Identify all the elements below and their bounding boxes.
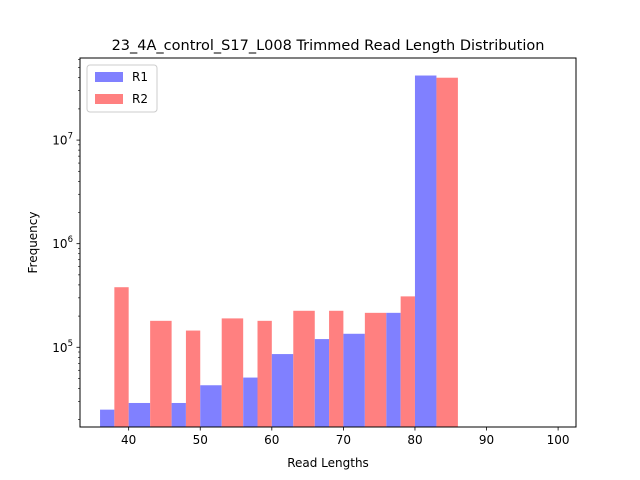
y-tick-label: 105 — [52, 339, 73, 355]
bar-r2-9 — [400, 296, 415, 427]
bar-r1-9 — [386, 312, 401, 427]
bar-r1-3 — [171, 402, 186, 427]
bar-r2-7 — [329, 310, 344, 427]
plot-frame — [79, 57, 577, 428]
x-axis: 40 50 60 70 80 90 100 — [121, 427, 570, 447]
legend-swatch-r2 — [95, 94, 123, 104]
bar-r1-8 — [343, 333, 365, 427]
bar-r1-1 — [100, 409, 115, 427]
x-tick-label: 70 — [336, 433, 351, 447]
x-tick-label: 60 — [264, 433, 279, 447]
x-tick-label: 80 — [407, 433, 422, 447]
bar-r1-7 — [314, 339, 330, 427]
x-tick-label: 90 — [479, 433, 494, 447]
y-tick-label: 107 — [52, 132, 73, 148]
y-tick-label: 106 — [52, 235, 73, 251]
bar-r1-6 — [271, 354, 294, 427]
y-axis: 105 106 107 — [52, 59, 80, 420]
bar-r2-1 — [114, 287, 129, 427]
bar-r2-2 — [150, 320, 172, 427]
x-tick-label: 40 — [121, 433, 136, 447]
bar-r2-4 — [221, 318, 244, 427]
bar-r1-4 — [200, 385, 222, 427]
legend-swatch-r1 — [95, 72, 123, 82]
bar-r1-10 — [414, 75, 437, 427]
bar-r2-3 — [185, 330, 201, 427]
x-axis-label: Read Lengths — [287, 456, 369, 470]
legend: R1 R2 — [86, 64, 158, 113]
y-axis-label: Frequency — [26, 212, 40, 274]
x-tick-label: 50 — [193, 433, 208, 447]
bars-layer — [100, 75, 458, 427]
bar-r2-10 — [436, 77, 458, 427]
bar-r2-8 — [364, 312, 387, 427]
chart-title: 23_4A_control_S17_L008 Trimmed Read Leng… — [112, 38, 545, 54]
x-tick-label: 100 — [547, 433, 570, 447]
bar-r1-5 — [243, 377, 258, 427]
bar-r2-5 — [257, 320, 272, 427]
legend-label-r2: R2 — [132, 92, 148, 106]
legend-label-r1: R1 — [132, 70, 148, 84]
bar-r2-6 — [293, 310, 315, 427]
bar-r1-2 — [128, 402, 151, 427]
